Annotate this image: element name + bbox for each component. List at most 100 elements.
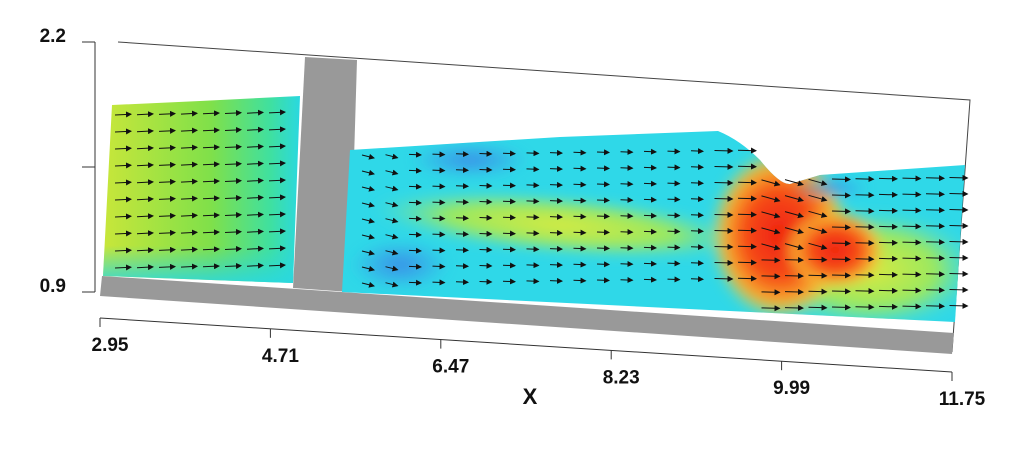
- vector-arrow: [643, 276, 657, 283]
- vector-arrow: [878, 303, 898, 310]
- vector-arrow: [479, 214, 493, 221]
- vector-arrow: [714, 259, 734, 266]
- vector-arrow: [855, 192, 875, 199]
- vector-arrow: [432, 263, 446, 270]
- vector-arrow: [784, 304, 804, 311]
- vector-arrow: [667, 244, 681, 251]
- vector-arrow: [526, 214, 540, 221]
- y-tick-label: 2.2: [40, 26, 66, 47]
- vector-arrow: [549, 181, 563, 188]
- vector-arrow: [224, 211, 242, 218]
- vector-arrow: [361, 249, 375, 256]
- vector-arrow: [902, 191, 922, 198]
- vector-arrow: [361, 169, 375, 176]
- vector-arrow: [202, 161, 220, 168]
- x-tick-label: 9.99: [773, 378, 810, 399]
- x-tick-label: 2.95: [92, 335, 129, 356]
- vector-arrow: [479, 198, 493, 205]
- vector-arrow: [784, 211, 804, 219]
- vector-arrow: [925, 255, 945, 262]
- vector-arrow: [620, 212, 634, 219]
- vector-arrow: [432, 199, 446, 206]
- vector-arrow: [549, 165, 563, 172]
- vector-arrow: [761, 211, 781, 219]
- vector-arrow: [526, 150, 540, 157]
- vector-arrow: [224, 126, 242, 133]
- vector-arrow: [114, 196, 132, 203]
- vector-arrow: [432, 279, 446, 286]
- vector-arrow: [455, 215, 469, 222]
- vector-arrow: [902, 271, 922, 278]
- vector-arrow: [596, 181, 610, 188]
- vector-arrow: [737, 163, 757, 170]
- vector-arrow: [268, 109, 286, 116]
- vector-arrow: [855, 272, 875, 279]
- vector-arrow: [479, 150, 493, 157]
- vector-arrow: [667, 196, 681, 203]
- vector-arrow: [831, 256, 851, 263]
- vector-arrow: [526, 230, 540, 237]
- vector-arrow: [526, 278, 540, 285]
- vector-arrow: [878, 271, 898, 278]
- x-tick-label: 11.75: [939, 389, 986, 410]
- vector-arrow: [690, 164, 704, 171]
- vector-arrow: [502, 278, 516, 285]
- vector-arrow: [268, 160, 286, 167]
- vector-arrow: [808, 304, 828, 311]
- vector-arrow: [737, 227, 757, 234]
- vector-arrow: [925, 239, 945, 246]
- vector-arrow: [361, 265, 375, 272]
- vector-arrow: [620, 180, 634, 187]
- vector-arrow: [455, 151, 469, 158]
- vector-arrow: [620, 244, 634, 251]
- flow-eddy: [410, 142, 530, 178]
- vector-arrow: [925, 191, 945, 198]
- vector-arrow: [502, 246, 516, 253]
- vector-arrow: [202, 195, 220, 202]
- vector-arrow: [667, 212, 681, 219]
- vector-arrow: [180, 229, 198, 236]
- vector-arrow: [620, 276, 634, 283]
- vector-arrow: [361, 185, 375, 192]
- vector-arrow: [136, 128, 154, 135]
- vector-arrow: [158, 195, 176, 202]
- vector-arrow: [855, 256, 875, 263]
- vector-arrow: [831, 240, 851, 247]
- vector-arrow: [526, 198, 540, 205]
- vector-arrow: [158, 178, 176, 185]
- vector-arrow: [136, 247, 154, 254]
- vector-arrow: [855, 208, 875, 215]
- vector-arrow: [643, 180, 657, 187]
- vector-arrow: [526, 182, 540, 189]
- vector-arrow: [643, 196, 657, 203]
- floor: [100, 276, 954, 354]
- vector-arrow: [408, 151, 422, 158]
- vector-arrow: [667, 180, 681, 187]
- vector-arrow: [690, 228, 704, 235]
- vector-arrow: [455, 279, 469, 286]
- vector-arrow: [925, 175, 945, 182]
- vector-arrow: [855, 176, 875, 183]
- vector-arrow: [385, 201, 399, 208]
- vector-arrow: [831, 208, 851, 215]
- vector-arrow: [573, 149, 587, 156]
- vector-arrow: [690, 148, 704, 155]
- vector-arrow: [949, 238, 969, 245]
- vector-arrow: [180, 212, 198, 219]
- vector-arrow: [385, 169, 399, 176]
- vector-arrow: [737, 211, 757, 218]
- vector-arrow: [526, 262, 540, 269]
- vector-arrow: [808, 272, 828, 279]
- vector-arrow: [761, 305, 781, 312]
- vector-arrow: [158, 229, 176, 236]
- vector-arrow: [902, 303, 922, 310]
- vector-arrow: [385, 153, 399, 160]
- vector-arrow: [224, 245, 242, 252]
- vector-arrow: [114, 179, 132, 186]
- vector-arrow: [573, 165, 587, 172]
- vector-arrow: [246, 262, 264, 269]
- vector-arrow: [925, 223, 945, 230]
- vector-arrow: [180, 195, 198, 202]
- vector-arrow: [784, 288, 804, 295]
